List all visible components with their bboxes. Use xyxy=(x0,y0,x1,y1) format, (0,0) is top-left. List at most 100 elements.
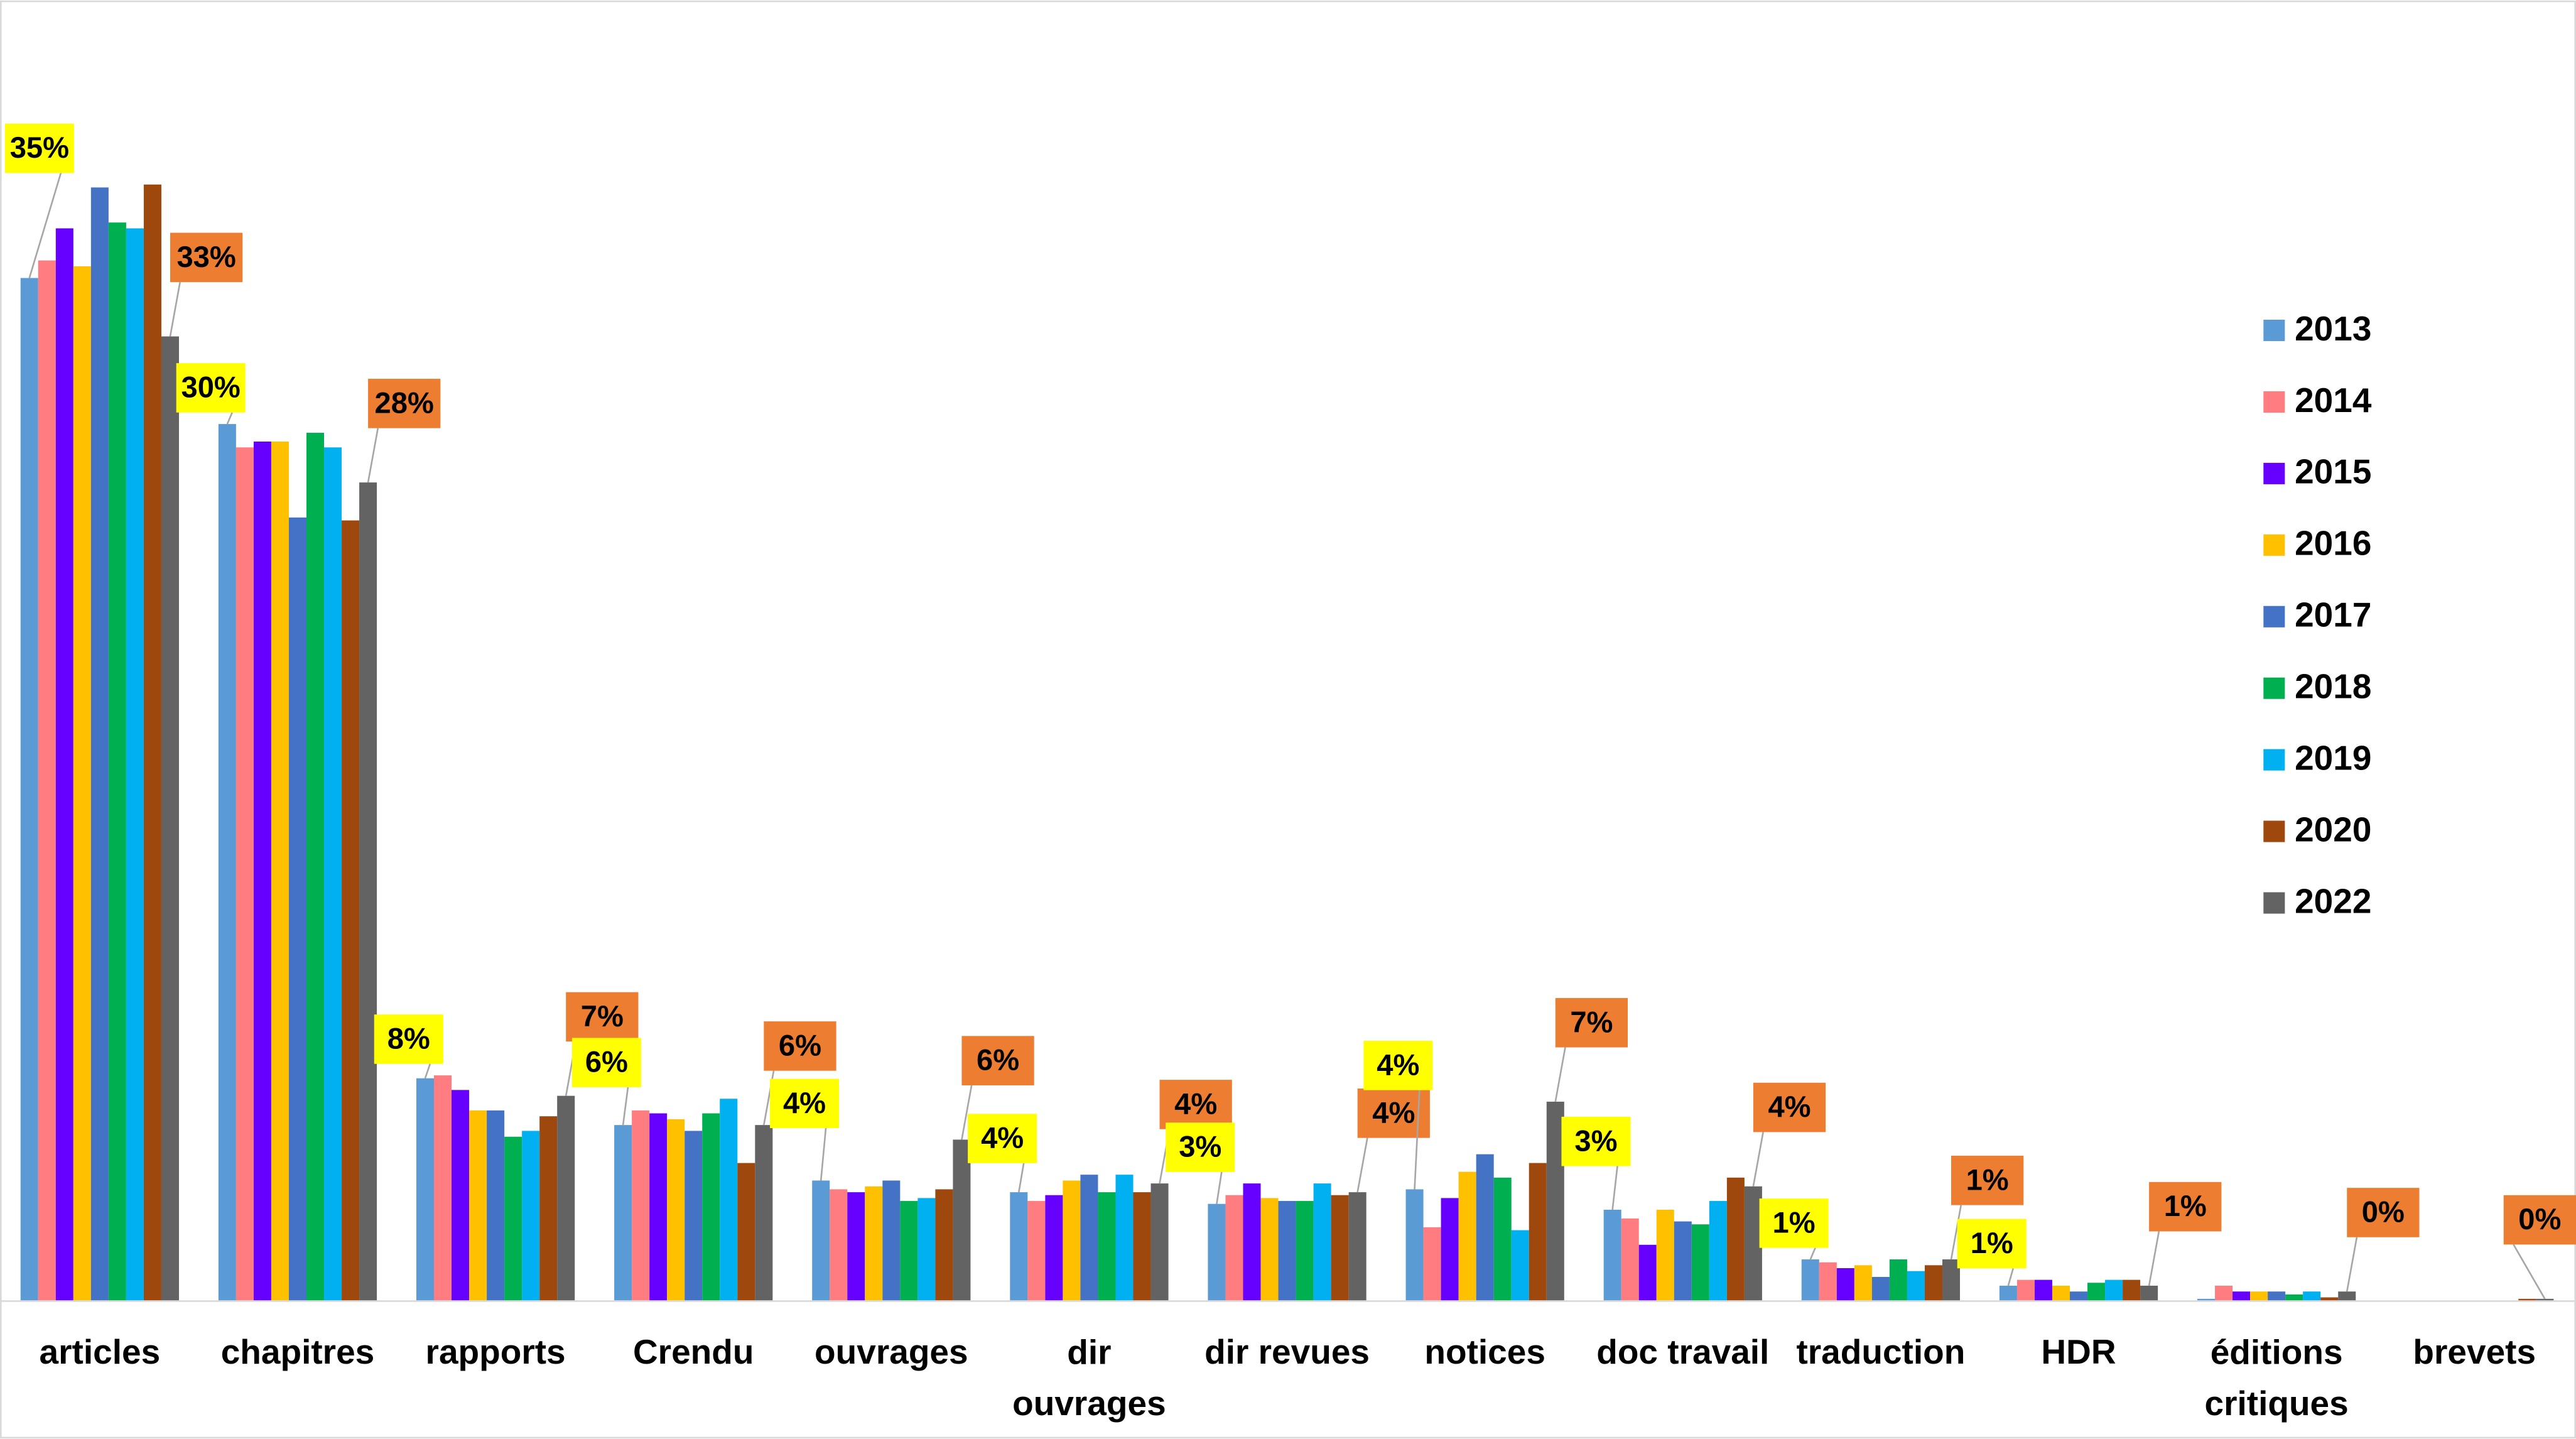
bar xyxy=(1836,1268,1854,1301)
leader-line xyxy=(424,1063,431,1079)
x-tick-label: rapports xyxy=(426,1332,566,1371)
bar xyxy=(1801,1259,1819,1301)
label-box xyxy=(770,1078,840,1129)
bar xyxy=(1638,1244,1657,1301)
bar xyxy=(614,1125,632,1301)
leader-line xyxy=(226,412,233,425)
bar xyxy=(1942,1259,1961,1301)
data-label: 6% xyxy=(977,1043,1019,1077)
data-label: 6% xyxy=(779,1028,821,1062)
bar xyxy=(306,433,325,1301)
bar xyxy=(2268,1291,2286,1301)
x-tick-label: brevets xyxy=(2413,1332,2536,1371)
bar xyxy=(1348,1192,1366,1301)
bar xyxy=(20,278,38,1301)
legend-label: 2017 xyxy=(2295,595,2371,634)
leader-line xyxy=(1216,1171,1223,1204)
bar xyxy=(1546,1101,1564,1301)
bar xyxy=(1208,1203,1226,1301)
label-box xyxy=(1753,1082,1826,1132)
data-label: 1% xyxy=(1773,1205,1816,1239)
bar xyxy=(1889,1259,1907,1301)
label-box xyxy=(566,992,639,1042)
data-label: 1% xyxy=(2164,1189,2207,1222)
bar xyxy=(755,1125,773,1301)
data-label: 0% xyxy=(2362,1195,2405,1229)
bar xyxy=(1278,1201,1296,1301)
bar xyxy=(1674,1221,1692,1301)
legend-label: 2015 xyxy=(2295,452,2371,491)
label-box xyxy=(2347,1188,2420,1237)
bar xyxy=(1027,1201,1046,1301)
x-tick-label: articles xyxy=(40,1332,161,1371)
label-box xyxy=(571,1038,641,1087)
bar xyxy=(847,1192,865,1301)
bar xyxy=(1493,1177,1512,1301)
bar xyxy=(2285,1294,2303,1301)
leader-line xyxy=(2346,1237,2358,1292)
label-box xyxy=(968,1114,1037,1163)
label-line: ouvrages xyxy=(1012,1383,1166,1422)
bar xyxy=(1313,1183,1331,1301)
label-box xyxy=(1363,1041,1433,1090)
bar xyxy=(1726,1177,1745,1301)
legend-swatch xyxy=(2263,820,2285,842)
bar xyxy=(522,1131,540,1301)
bar xyxy=(812,1180,830,1301)
legend-swatch xyxy=(2263,892,2285,914)
bar xyxy=(487,1110,505,1301)
bar xyxy=(1819,1262,1837,1301)
label-box xyxy=(1759,1198,1829,1248)
bar xyxy=(271,441,289,1301)
bar xyxy=(720,1099,738,1301)
leader-line xyxy=(1809,1247,1816,1260)
leader-line xyxy=(1752,1132,1764,1187)
bar xyxy=(434,1075,452,1301)
bar xyxy=(953,1139,971,1301)
bar xyxy=(504,1136,522,1301)
label-box xyxy=(961,1036,1034,1085)
leader-line xyxy=(1554,1047,1566,1102)
bar xyxy=(1621,1218,1639,1301)
bar xyxy=(1924,1265,1943,1301)
bar xyxy=(1150,1183,1169,1301)
bar xyxy=(1458,1171,1476,1301)
bar xyxy=(2303,1291,2321,1301)
bar xyxy=(253,441,271,1301)
bar xyxy=(2320,1297,2339,1301)
legend-swatch xyxy=(2263,677,2285,699)
data-label: 4% xyxy=(783,1086,826,1119)
label-box xyxy=(374,1014,443,1064)
bar xyxy=(2034,1279,2052,1301)
x-tick-label: HDR xyxy=(2041,1332,2116,1371)
bar xyxy=(1709,1201,1727,1301)
leader-line xyxy=(367,428,379,483)
bar xyxy=(1854,1265,1872,1301)
bar xyxy=(2197,1298,2216,1301)
label-box xyxy=(764,1021,836,1071)
legend-label: 2022 xyxy=(2295,881,2371,920)
data-label: 0% xyxy=(2518,1202,2561,1235)
bar xyxy=(830,1189,848,1301)
legend-label: 2020 xyxy=(2295,810,2371,849)
x-tick-label: dir revues xyxy=(1204,1332,1370,1371)
bar xyxy=(416,1078,435,1301)
bar xyxy=(218,424,236,1301)
label-box xyxy=(1951,1156,2024,1205)
bar xyxy=(1133,1192,1151,1301)
legend-label: 2016 xyxy=(2295,524,2371,563)
label-box xyxy=(368,379,441,428)
bar xyxy=(2052,1285,2070,1301)
bar xyxy=(1010,1192,1028,1301)
bar xyxy=(900,1201,918,1301)
bar xyxy=(1045,1195,1063,1301)
bar xyxy=(55,228,73,1301)
leader-line xyxy=(28,173,62,278)
bar xyxy=(737,1163,755,1301)
bar xyxy=(1744,1186,1762,1301)
bar xyxy=(1476,1154,1494,1301)
bar xyxy=(2105,1279,2123,1301)
bar xyxy=(1603,1209,1621,1301)
